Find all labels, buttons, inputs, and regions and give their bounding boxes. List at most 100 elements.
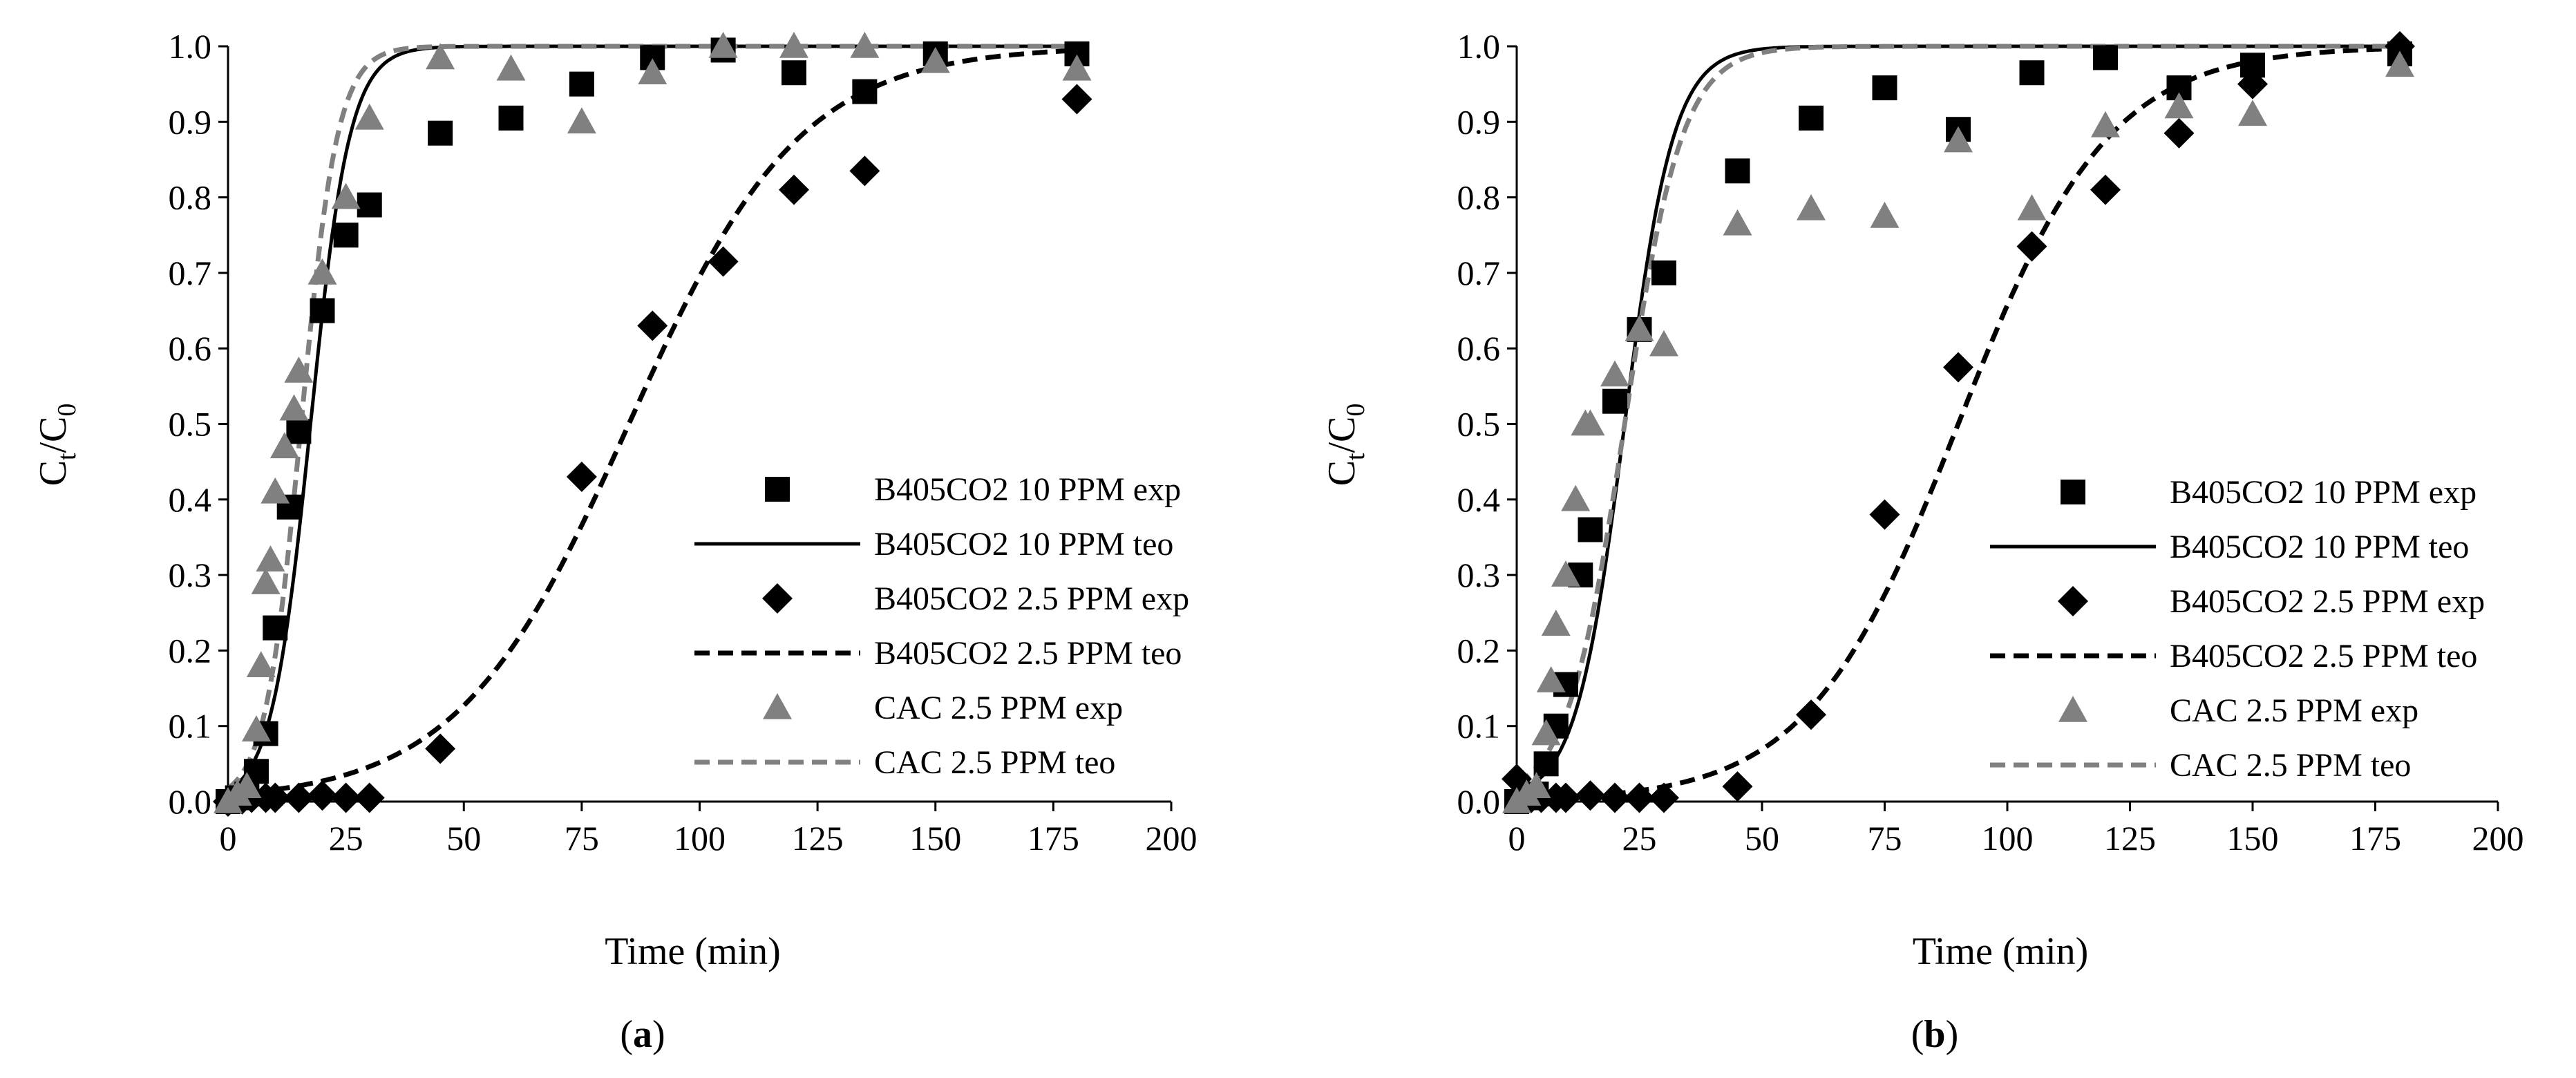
y-tick-label: 0.1 xyxy=(169,707,212,746)
data-point xyxy=(1796,699,1826,730)
y-axis-label-sub1: t xyxy=(1341,453,1370,460)
y-tick-label: 0.9 xyxy=(169,102,212,141)
legend: B405CO2 10 PPM exp B405CO2 10 PPM teo B405… xyxy=(1990,474,2485,784)
data-point xyxy=(2016,231,2047,262)
y-tick-label: 0.6 xyxy=(1457,329,1501,368)
panel-label-part: ) xyxy=(652,1013,665,1056)
data-point xyxy=(256,545,285,572)
data-point xyxy=(708,32,738,58)
y-tick-label: 0.7 xyxy=(1457,254,1501,292)
data-point xyxy=(2164,92,2194,119)
plot-area xyxy=(213,32,1092,817)
y-axis-label: Ct/C0 xyxy=(32,404,82,486)
data-point xyxy=(283,782,314,813)
data-point xyxy=(284,356,314,383)
x-tick-label: 175 xyxy=(2349,819,2401,858)
y-tick-label: 0.1 xyxy=(1457,707,1501,746)
data-point xyxy=(232,772,262,798)
data-point xyxy=(1062,54,1092,81)
data-point xyxy=(920,46,950,73)
y-tick-label: 0.4 xyxy=(169,480,212,519)
panel-label-part: ( xyxy=(620,1013,633,1056)
y-axis-label: Ct/C0 xyxy=(1320,404,1370,486)
legend-label: B405CO2 10 PPM exp xyxy=(874,471,1181,508)
data-point xyxy=(1943,352,1973,383)
legend-label: B405CO2 2.5 PPM teo xyxy=(2170,638,2477,674)
data-point xyxy=(1578,517,1603,542)
data-point xyxy=(263,615,288,641)
data-point xyxy=(246,651,276,678)
legend-label: CAC 2.5 PPM teo xyxy=(874,744,1115,781)
x-tick-label: 50 xyxy=(446,819,481,858)
series-line-3 xyxy=(1516,46,2400,802)
data-point xyxy=(1944,126,1973,153)
data-point xyxy=(1551,560,1580,587)
x-tick-label: 25 xyxy=(329,819,363,858)
legend-swatch-marker xyxy=(765,477,790,502)
data-point xyxy=(260,782,291,813)
data-point xyxy=(357,192,382,218)
data-point xyxy=(1722,771,1753,802)
data-point xyxy=(2019,60,2045,86)
panel-label-part: ( xyxy=(1911,1013,1924,1056)
data-point xyxy=(1602,388,1627,414)
x-axis-label: Time (min) xyxy=(1913,930,2089,973)
data-point xyxy=(1799,105,1824,131)
legend-label: B405CO2 2.5 PPM exp xyxy=(874,580,1189,617)
data-point xyxy=(849,155,880,187)
panel-label-part: b xyxy=(1924,1013,1945,1056)
data-point xyxy=(2385,31,2415,62)
y-axis-label-slash: /C xyxy=(1320,417,1363,453)
data-point xyxy=(279,394,309,421)
chart-panel-a: 0.0 0.1 0.2 0.3 0.4 0.5 0.6 0.7 0.8 0.9 1.0 0 25 50 75… xyxy=(32,27,1197,1056)
data-point xyxy=(1536,666,1566,692)
y-tick-label: 0.6 xyxy=(169,329,212,368)
y-tick-label: 0.3 xyxy=(1457,556,1501,594)
legend-label: CAC 2.5 PPM exp xyxy=(874,690,1123,726)
data-point xyxy=(333,223,359,248)
data-point xyxy=(1541,609,1571,636)
data-point xyxy=(1649,330,1678,357)
data-point xyxy=(1723,209,1752,236)
data-point xyxy=(425,733,456,764)
series-line-3 xyxy=(227,48,1077,797)
data-point xyxy=(569,71,594,97)
x-tick-label: 0 xyxy=(1508,819,1526,858)
data-point xyxy=(779,174,809,205)
data-point xyxy=(1869,499,1900,530)
data-point xyxy=(708,246,739,277)
legend-label: B405CO2 2.5 PPM exp xyxy=(2170,583,2485,620)
data-point xyxy=(286,419,312,444)
data-point xyxy=(330,782,361,813)
data-point xyxy=(354,103,384,130)
x-tick-label: 75 xyxy=(565,819,599,858)
panel-label: (a) xyxy=(620,1013,665,1056)
x-tick-label: 100 xyxy=(674,819,726,858)
data-point xyxy=(498,105,524,131)
x-tick-label: 150 xyxy=(2227,819,2279,858)
y-axis-label-sub2: 0 xyxy=(53,404,82,417)
data-point xyxy=(2238,100,2267,126)
data-point xyxy=(428,120,453,146)
x-axis-label: Time (min) xyxy=(605,930,781,973)
y-axis-label-slash: /C xyxy=(32,417,75,453)
y-tick-label: 1.0 xyxy=(169,27,212,66)
legend-swatch-marker xyxy=(762,583,793,614)
data-point xyxy=(638,58,667,85)
x-tick-label: 200 xyxy=(1146,819,1197,858)
legend-label: B405CO2 2.5 PPM teo xyxy=(874,635,1182,672)
x-tick-label: 150 xyxy=(909,819,961,858)
x-tick-label: 0 xyxy=(220,819,237,858)
x-tick-label: 100 xyxy=(1982,819,2034,858)
x-tick-label: 50 xyxy=(1745,819,1779,858)
y-axis-label-sub1: t xyxy=(53,453,82,460)
y-axis-label-sub2: 0 xyxy=(1341,404,1370,417)
legend-swatch-marker xyxy=(763,693,792,719)
chart-panel-b: 0.0 0.1 0.2 0.3 0.4 0.5 0.6 0.7 0.8 0.9 1.0 0 25 50 75… xyxy=(1320,27,2524,1056)
legend-swatch-marker xyxy=(2058,696,2087,722)
data-point xyxy=(779,32,808,58)
data-point xyxy=(2017,193,2047,220)
data-point xyxy=(1551,782,1581,813)
y-tick-label: 0.8 xyxy=(169,178,212,217)
